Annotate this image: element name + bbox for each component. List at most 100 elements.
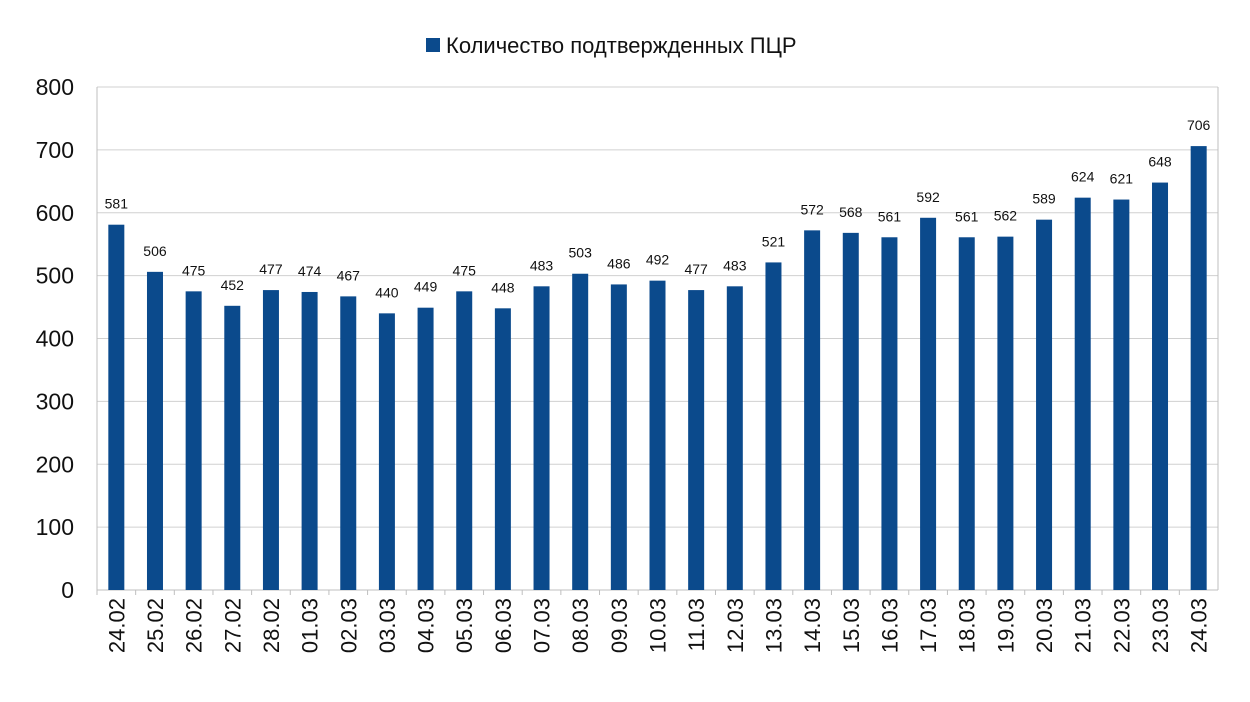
- bar: [1152, 182, 1169, 590]
- data-label: 474: [298, 263, 322, 279]
- bar: [1036, 219, 1053, 590]
- x-tick-label: 09.03: [607, 598, 632, 653]
- x-tick-label: 21.03: [1071, 598, 1096, 653]
- data-label: 440: [375, 284, 399, 300]
- x-tick-label: 23.03: [1148, 598, 1173, 653]
- data-labels: 581 506 475 452 477 474 467 440 449 475 448 483 503 4…: [105, 117, 1211, 300]
- x-tick-label: 10.03: [646, 598, 671, 653]
- bars: [108, 146, 1207, 591]
- y-axis: 0 100 200 300 400 500 600 700 800: [36, 74, 74, 603]
- bar: [533, 286, 550, 590]
- data-label: 562: [994, 208, 1018, 224]
- data-label: 506: [143, 243, 167, 259]
- x-tick-label: 05.03: [452, 598, 477, 653]
- data-label: 475: [182, 262, 206, 278]
- bar: [726, 286, 743, 590]
- data-label: 475: [453, 262, 477, 278]
- x-tick-label: 19.03: [993, 598, 1018, 653]
- bar: [649, 280, 666, 590]
- bar: [417, 307, 434, 590]
- bar: [958, 237, 975, 591]
- bar: [1074, 197, 1091, 590]
- x-tick-label: 12.03: [723, 598, 748, 653]
- bar: [301, 291, 318, 590]
- bar: [224, 305, 241, 590]
- bar: [765, 262, 782, 590]
- x-tick-label: 06.03: [491, 598, 516, 653]
- data-label: 706: [1187, 117, 1211, 133]
- legend-swatch: [426, 38, 440, 52]
- data-label: 448: [491, 279, 515, 295]
- data-label: 568: [839, 204, 863, 220]
- x-tick-label: 24.02: [104, 598, 129, 653]
- bar: [997, 236, 1014, 590]
- x-axis: 24.02 25.02 26.02 27.02 28.02 01.03 02.03 03.03…: [96, 590, 1212, 653]
- bar: [340, 296, 357, 590]
- y-tick-label: 700: [36, 137, 74, 163]
- x-tick-label: 04.03: [414, 598, 439, 653]
- x-tick-label: 22.03: [1109, 598, 1134, 653]
- x-tick-label: 16.03: [877, 598, 902, 653]
- bar: [920, 217, 937, 590]
- x-tick-label: 11.03: [684, 598, 709, 651]
- data-label: 581: [105, 196, 129, 212]
- x-tick-label: 28.02: [259, 598, 284, 653]
- x-tick-label: 02.03: [336, 598, 361, 653]
- bar: [1190, 146, 1207, 591]
- data-label: 486: [607, 255, 631, 271]
- x-tick-label: 20.03: [1032, 598, 1057, 653]
- x-tick-label: 14.03: [800, 598, 825, 653]
- data-label: 483: [530, 257, 554, 273]
- x-tick-label: 01.03: [298, 598, 323, 653]
- x-tick-label: 27.02: [220, 598, 245, 653]
- data-label: 561: [878, 208, 902, 224]
- data-label: 624: [1071, 169, 1095, 185]
- data-label: 477: [259, 261, 283, 277]
- gridlines: [96, 86, 1219, 591]
- bar: [185, 291, 202, 590]
- y-tick-label: 0: [61, 577, 74, 603]
- bar: [881, 237, 898, 591]
- bar: [804, 230, 821, 591]
- x-tick-label: 25.02: [143, 598, 168, 653]
- bar: [842, 232, 859, 590]
- data-label: 452: [221, 277, 245, 293]
- x-tick-label: 15.03: [839, 598, 864, 653]
- bar: [378, 313, 395, 590]
- bar: [1113, 199, 1130, 590]
- x-tick-label: 24.03: [1187, 598, 1212, 653]
- data-label: 561: [955, 208, 979, 224]
- data-label: 592: [916, 189, 940, 205]
- legend: Количество подтвержденных ПЦР: [426, 33, 797, 58]
- y-tick-label: 100: [36, 514, 74, 540]
- data-label: 503: [569, 245, 593, 261]
- y-tick-label: 800: [36, 74, 74, 100]
- data-label: 521: [762, 233, 786, 249]
- x-tick-label: 18.03: [955, 598, 980, 653]
- x-tick-label: 08.03: [568, 598, 593, 653]
- y-tick-label: 500: [36, 263, 74, 289]
- data-label: 589: [1032, 191, 1056, 207]
- y-tick-label: 400: [36, 326, 74, 352]
- bar: [572, 273, 589, 590]
- bar: [494, 308, 511, 590]
- x-tick-label: 26.02: [182, 598, 207, 653]
- bar: [456, 291, 473, 590]
- bar: [688, 290, 705, 590]
- data-label: 648: [1148, 154, 1172, 170]
- x-tick-label: 03.03: [375, 598, 400, 653]
- y-tick-label: 200: [36, 451, 74, 477]
- bar: [146, 271, 163, 590]
- legend-label: Количество подтвержденных ПЦР: [446, 33, 797, 58]
- data-label: 621: [1110, 171, 1134, 187]
- data-label: 449: [414, 279, 438, 295]
- x-tick-label: 07.03: [530, 598, 555, 653]
- y-tick-label: 600: [36, 200, 74, 226]
- bar: [610, 284, 627, 590]
- y-tick-label: 300: [36, 388, 74, 414]
- data-label: 477: [684, 261, 708, 277]
- x-tick-label: 13.03: [761, 598, 786, 653]
- x-tick-label: 17.03: [916, 598, 941, 653]
- bar: [262, 290, 279, 590]
